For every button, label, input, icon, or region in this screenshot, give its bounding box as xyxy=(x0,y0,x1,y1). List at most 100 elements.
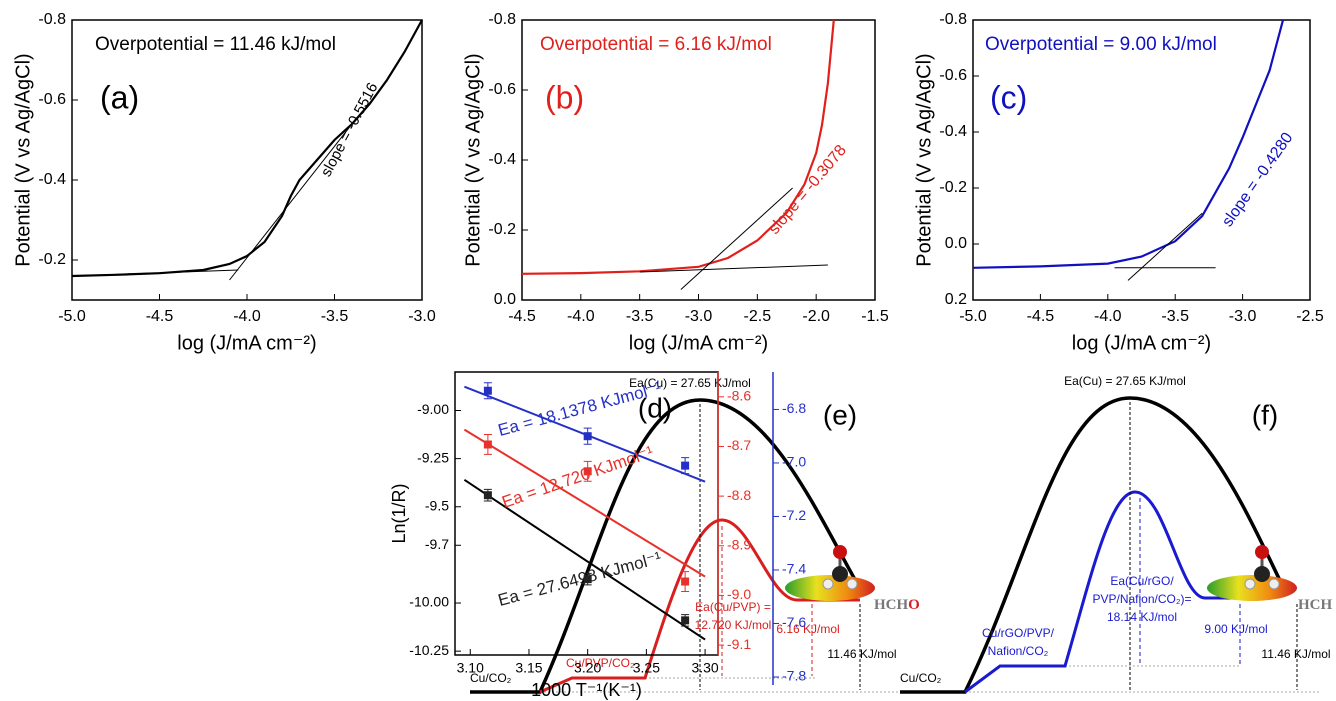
product-part: O xyxy=(908,597,920,613)
y-tick-label: -9.1 xyxy=(727,636,751,652)
x-tick-label: -3.5 xyxy=(1161,308,1189,325)
data-line xyxy=(71,19,423,278)
annotation: (d) xyxy=(638,392,672,423)
y-tick-label: -7.6 xyxy=(782,614,806,630)
x-tick-label: -5.0 xyxy=(58,308,86,325)
x-tick-label: -2.5 xyxy=(744,308,772,325)
arrow xyxy=(721,526,813,676)
plot-frame xyxy=(972,19,1311,301)
diagram-e: Ea(Cu) = 27.65 KJ/mol (e) Cu/CO₂ Cu/PVP/… xyxy=(470,376,920,694)
x-tick-label: -5.0 xyxy=(959,308,987,325)
y-tick-label: 0.0 xyxy=(945,235,967,252)
y-tick-label: -10.25 xyxy=(409,642,449,658)
y-tick-label: -0.8 xyxy=(939,11,967,28)
x-tick-label: 3.30 xyxy=(691,660,718,676)
y-axis-label: Ln(1/R) xyxy=(389,483,409,543)
product-part: HCH xyxy=(874,597,909,613)
point xyxy=(583,432,592,441)
profile-catalyst xyxy=(539,518,860,694)
fit-line xyxy=(463,478,706,641)
atom xyxy=(1268,578,1280,590)
data-line xyxy=(521,19,835,275)
overpotential-label: 9.00 KJ/mol xyxy=(1204,622,1267,636)
x-tick-label: -4.5 xyxy=(1027,308,1055,325)
fit-line xyxy=(229,123,353,281)
x-tick-label: -4.0 xyxy=(233,308,261,325)
y-tick-label: -10.00 xyxy=(409,594,449,610)
panel-label: (f) xyxy=(1252,399,1278,430)
y-tick-label: -9.7 xyxy=(425,536,449,552)
y-tick-label: 0.2 xyxy=(945,291,967,308)
x-tick-label: -3.5 xyxy=(626,308,654,325)
profile-cu xyxy=(900,396,1289,694)
annotation: Overpotential = 11.46 kJ/mol xyxy=(95,34,336,55)
annotation: Overpotential = 6.16 kJ/mol xyxy=(540,34,772,55)
x-axis-label: 1000 T⁻¹(K⁻¹) xyxy=(531,680,642,700)
x-tick-label: -1.5 xyxy=(861,308,889,325)
annotation: slope = -0.5516 xyxy=(318,80,382,180)
intermediate-label: Nafion/CO₂ xyxy=(988,644,1049,658)
overpotential-label: 6.16 KJ/mol xyxy=(776,622,839,636)
x-tick-label: -3.0 xyxy=(685,308,713,325)
x-tick-label: -3.5 xyxy=(321,308,349,325)
panel-label: (e) xyxy=(823,399,857,430)
y-tick-label: -7.0 xyxy=(782,454,806,470)
point xyxy=(681,616,690,625)
start-label: Cu/CO₂ xyxy=(900,671,942,685)
guide-lines xyxy=(965,665,1320,693)
annotation: Ea = 12.720 KJmol⁻¹ xyxy=(500,442,657,512)
x-tick-label: -4.0 xyxy=(567,308,595,325)
data-line xyxy=(972,19,1285,269)
atom xyxy=(822,578,834,590)
atom xyxy=(1255,545,1269,559)
point xyxy=(681,577,690,586)
x-tick-label: 3.20 xyxy=(574,660,601,676)
y-tick-label: -0.2 xyxy=(488,221,516,238)
reference-label: 11.46 KJ/mol xyxy=(1261,647,1330,661)
product-label: HCHO xyxy=(874,597,920,613)
annotation: (b) xyxy=(545,79,584,115)
fit-line xyxy=(639,264,828,273)
atom xyxy=(832,566,848,582)
y-axis-label: Potential (V vs Ag/AgCl) xyxy=(462,53,484,266)
x-tick-label: 3.15 xyxy=(515,660,542,676)
catalyst-barrier-label: 12.720 KJ/mol xyxy=(695,618,772,632)
x-axis-label: log (J/mA cm⁻²) xyxy=(629,332,768,354)
y-tick-label: -0.2 xyxy=(38,251,66,268)
y-tick-label: -0.6 xyxy=(488,81,516,98)
x-tick-label: -3.0 xyxy=(1229,308,1257,325)
x-tick-label: 3.25 xyxy=(633,660,660,676)
y-tick-label: -6.8 xyxy=(782,400,806,416)
diagram-f: Ea(Cu) = 27.65 KJ/mol (f) Cu/CO₂ Cu/rGO/… xyxy=(900,374,1333,694)
y-tick-label: -9.0 xyxy=(727,586,751,602)
annotation: (a) xyxy=(100,79,139,115)
y-tick-label: -0.4 xyxy=(939,123,967,140)
x-tick-label: 3.10 xyxy=(457,660,484,676)
annotation: (c) xyxy=(990,79,1027,115)
y-tick-label: -9.00 xyxy=(417,401,449,417)
fit-line xyxy=(463,428,706,578)
catalyst-barrier-label: PVP/Nafion/CO₂)= xyxy=(1092,592,1191,606)
x-tick-label: -4.0 xyxy=(1094,308,1122,325)
y-tick-label: -0.8 xyxy=(488,11,516,28)
y-tick-label: -0.2 xyxy=(939,179,967,196)
x-axis-label: log (J/mA cm⁻²) xyxy=(1072,332,1211,354)
reference-label: 11.46 KJ/mol xyxy=(827,647,896,661)
y-tick-label: -9.5 xyxy=(425,497,449,513)
atom xyxy=(1254,566,1270,582)
y-tick-label: -0.6 xyxy=(38,91,66,108)
point xyxy=(583,467,592,476)
profile-catalyst xyxy=(964,490,1270,694)
x-axis-label: log (J/mA cm⁻²) xyxy=(177,332,316,354)
arrow xyxy=(1129,402,1298,690)
catalyst-barrier-label: 18.14 KJ/mol xyxy=(1107,610,1177,624)
x-tick-label: -2.5 xyxy=(1296,308,1324,325)
point xyxy=(483,440,492,449)
y-tick-label: -8.9 xyxy=(727,536,751,552)
y-tick-label: -8.7 xyxy=(727,437,751,453)
annotation: slope = -0.4280 xyxy=(1219,130,1297,231)
fit-line xyxy=(71,269,239,277)
point xyxy=(681,461,690,470)
y-tick-label: 0.0 xyxy=(494,291,516,308)
y-tick-label: -9.25 xyxy=(417,449,449,465)
